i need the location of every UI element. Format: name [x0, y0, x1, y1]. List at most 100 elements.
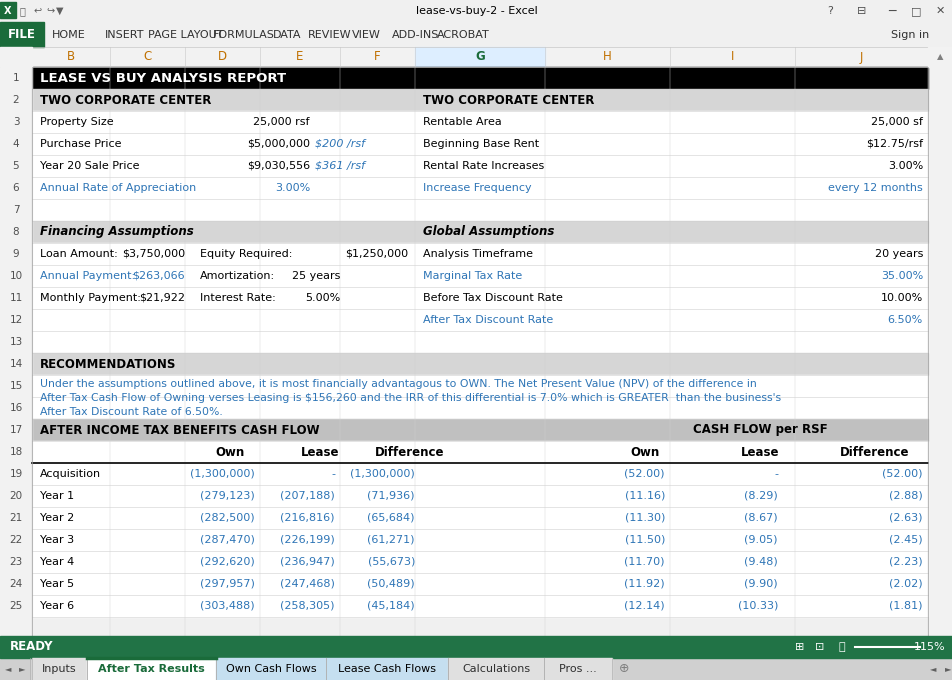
Text: $1,250,000: $1,250,000 [345, 249, 407, 259]
Text: (207,188): (207,188) [280, 491, 335, 501]
Text: (2.63): (2.63) [888, 513, 922, 523]
Text: 19: 19 [10, 469, 23, 479]
Text: ACROBAT: ACROBAT [437, 29, 489, 39]
Text: (45,184): (45,184) [367, 601, 414, 611]
Text: (279,123): (279,123) [200, 491, 255, 501]
Bar [0, 67, 32, 658]
Text: 20 years: 20 years [874, 249, 922, 259]
Text: (258,305): (258,305) [280, 601, 335, 611]
Text: (282,500): (282,500) [200, 513, 255, 523]
Text: Marginal Tax Rate: Marginal Tax Rate [423, 271, 522, 281]
Bar [0, 2, 16, 18]
Bar [32, 573, 927, 595]
Bar [32, 111, 927, 133]
Text: CASH FLOW per RSF: CASH FLOW per RSF [692, 424, 826, 437]
Bar [32, 221, 927, 243]
Text: (11.50): (11.50) [624, 535, 664, 545]
Text: Under the assumptions outlined above, it is most financially advantagous to OWN.: Under the assumptions outlined above, it… [40, 379, 756, 389]
Text: ◄: ◄ [5, 664, 11, 673]
Text: Difference: Difference [375, 445, 445, 458]
Bar [0, 47, 952, 67]
Bar [87, 658, 216, 680]
Text: ⊞: ⊞ [795, 642, 803, 652]
Text: (2.23): (2.23) [888, 557, 922, 567]
Text: Sign in: Sign in [890, 29, 928, 39]
Text: LEASE VS BUY ANALYSIS REPORT: LEASE VS BUY ANALYSIS REPORT [40, 71, 286, 84]
Text: 25,000 sf: 25,000 sf [870, 117, 922, 127]
Text: (1.81): (1.81) [888, 601, 922, 611]
Text: (236,947): (236,947) [280, 557, 335, 567]
Text: ▼: ▼ [56, 6, 64, 16]
Text: -: - [330, 469, 335, 479]
Text: Annual Payment:: Annual Payment: [40, 271, 135, 281]
Text: 18: 18 [10, 447, 23, 457]
Bar [326, 658, 448, 680]
Text: Interest Rate:: Interest Rate: [200, 293, 275, 303]
Text: 16: 16 [10, 403, 23, 413]
Bar [0, 551, 32, 573]
Text: 10.00%: 10.00% [880, 293, 922, 303]
Text: -: - [773, 469, 777, 479]
Text: (8.67): (8.67) [744, 513, 777, 523]
Text: (292,620): (292,620) [200, 557, 255, 567]
Text: Financing Assumptions: Financing Assumptions [40, 226, 193, 239]
Text: REVIEW: REVIEW [307, 29, 351, 39]
Bar [32, 658, 87, 680]
Text: (2.88): (2.88) [888, 491, 922, 501]
Text: Acquisition: Acquisition [40, 469, 101, 479]
Bar [32, 353, 927, 375]
Text: Calculations: Calculations [462, 664, 529, 674]
Text: 9: 9 [12, 249, 19, 259]
Text: (216,816): (216,816) [280, 513, 335, 523]
Bar [414, 47, 545, 67]
Text: (11.30): (11.30) [624, 513, 664, 523]
Text: 25,000 rsf: 25,000 rsf [253, 117, 309, 127]
Text: Year 3: Year 3 [40, 535, 74, 545]
Text: (287,470): (287,470) [200, 535, 255, 545]
Text: $200 /rsf: $200 /rsf [315, 139, 365, 149]
Text: Year 5: Year 5 [40, 579, 74, 589]
Text: (297,957): (297,957) [200, 579, 255, 589]
Text: READY: READY [10, 641, 53, 653]
Bar [32, 243, 927, 265]
Text: Year 1: Year 1 [40, 491, 74, 501]
Text: (1,300,000): (1,300,000) [190, 469, 255, 479]
Text: Lease: Lease [301, 445, 339, 458]
Text: Property Size: Property Size [40, 117, 113, 127]
Bar [0, 221, 32, 243]
Text: Own: Own [629, 445, 659, 458]
Text: 35.00%: 35.00% [880, 271, 922, 281]
Text: 1: 1 [12, 73, 19, 83]
Text: ?: ? [826, 6, 832, 16]
Text: (52.00): (52.00) [624, 469, 664, 479]
Bar [0, 463, 32, 485]
Text: INSERT: INSERT [105, 29, 145, 39]
Text: □: □ [910, 6, 921, 16]
Text: E: E [296, 50, 304, 63]
Bar [0, 265, 32, 287]
Text: 11: 11 [10, 293, 23, 303]
Text: lease-vs-buy-2 - Excel: lease-vs-buy-2 - Excel [415, 6, 537, 16]
Text: AFTER INCOME TAX BENEFITS CASH FLOW: AFTER INCOME TAX BENEFITS CASH FLOW [40, 424, 319, 437]
Text: F: F [374, 50, 381, 63]
Text: $9,030,556: $9,030,556 [247, 161, 309, 171]
Text: 15: 15 [10, 381, 23, 391]
Text: 17: 17 [10, 425, 23, 435]
Text: (55,673): (55,673) [367, 557, 414, 567]
Text: 12: 12 [10, 315, 23, 325]
Text: After Tax Results: After Tax Results [98, 664, 205, 674]
Text: X: X [4, 6, 11, 16]
Text: 2: 2 [12, 95, 19, 105]
Text: every 12 months: every 12 months [827, 183, 922, 193]
Text: (9.05): (9.05) [744, 535, 777, 545]
Text: (65,684): (65,684) [367, 513, 414, 523]
Text: 3.00%: 3.00% [274, 183, 309, 193]
Bar [0, 353, 32, 375]
Text: FORMULAS: FORMULAS [213, 29, 274, 39]
Bar [0, 287, 32, 309]
Bar [0, 47, 32, 67]
Text: Year 6: Year 6 [40, 601, 74, 611]
Text: 115%: 115% [913, 642, 944, 652]
Bar [0, 22, 952, 47]
Text: After Tax Cash Flow of Owning verses Leasing is $156,260 and the IRR of this dif: After Tax Cash Flow of Owning verses Lea… [40, 393, 781, 403]
